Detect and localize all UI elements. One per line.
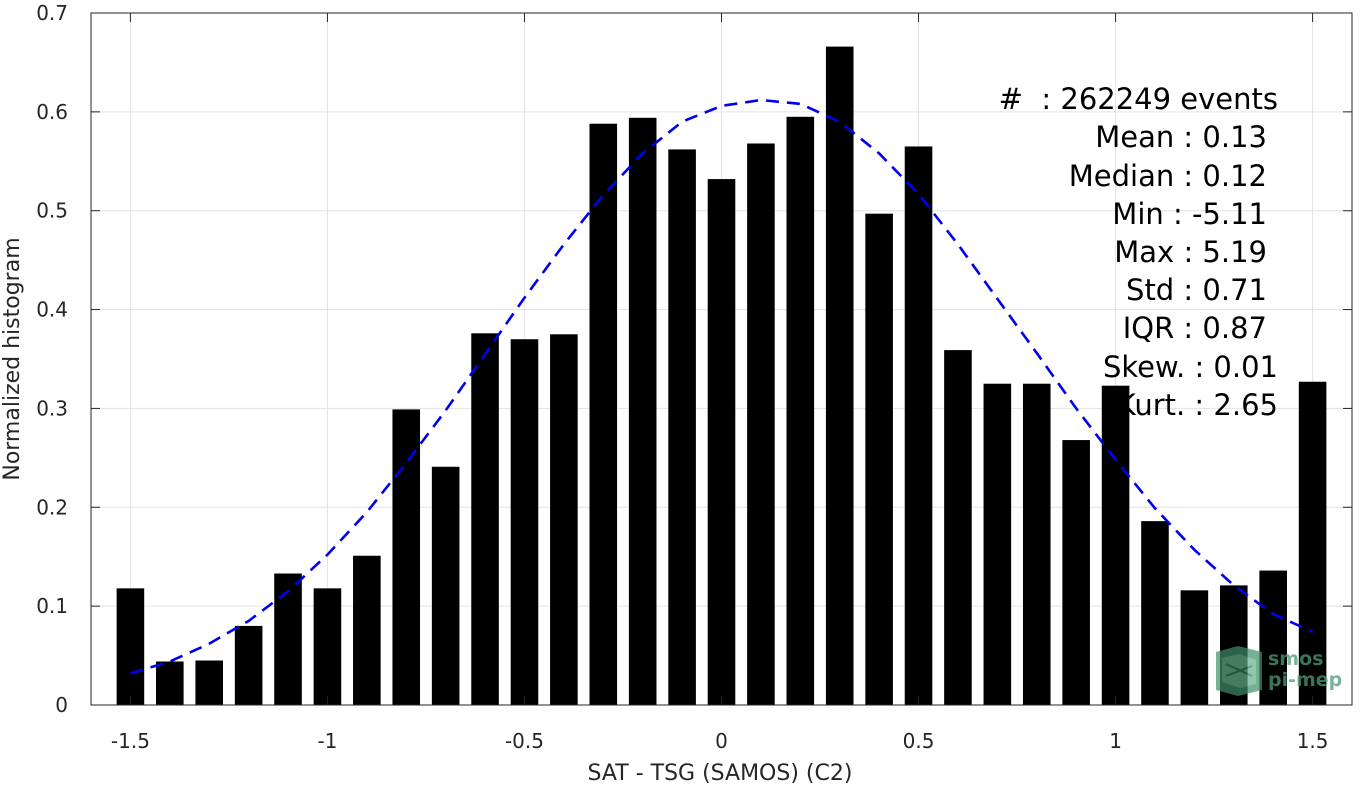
stat-skew: Skew. : 0.01 [1103, 350, 1278, 384]
y-tick-label: 0 [55, 693, 68, 717]
histogram-bar [274, 573, 302, 705]
smos-pi-mep-logo: smos pi-mep [1216, 646, 1342, 696]
histogram-bar [1259, 570, 1287, 705]
y-axis-label: Normalized histogram [0, 237, 25, 480]
histogram-bar [1062, 440, 1090, 705]
histogram-bar [904, 146, 933, 705]
tick-labels: -1.5 -1 -0.5 0 0.5 1 1.5 0 0.1 0.2 0.3 0.4 0.5 0.6 0.7 [36, 1, 1328, 753]
histogram-bar [1180, 590, 1209, 705]
x-tick-label: -1.5 [111, 729, 150, 753]
histogram-bar [234, 625, 263, 705]
histogram-bar [865, 213, 893, 705]
stat-mean: Mean : 0.13 [1095, 120, 1267, 154]
logo-text-pi-mep: pi-mep [1268, 669, 1342, 691]
histogram-bar [195, 660, 224, 705]
x-tick-label: 1 [1109, 729, 1122, 753]
histogram-bar [707, 179, 736, 705]
histogram-bar [550, 334, 578, 705]
statistics-annotation: # : 262249 events Mean : 0.13 Median : 0… [999, 82, 1278, 422]
histogram-bar [353, 555, 381, 705]
y-tick-label: 0.6 [36, 100, 68, 124]
histogram-bar [825, 46, 854, 705]
histogram-bar [431, 466, 460, 705]
histogram-bar [668, 149, 696, 705]
histogram-bar [1101, 385, 1130, 705]
histogram-bar [1298, 381, 1327, 705]
x-tick-label: -0.5 [505, 729, 544, 753]
stat-kurt: Kurt. : 2.65 [1117, 388, 1278, 422]
y-tick-label: 0.1 [36, 594, 68, 618]
y-tick-label: 0.4 [36, 298, 68, 322]
x-tick-label: -1 [317, 729, 337, 753]
normal-fit-curve [130, 98, 1314, 675]
stat-count: # : 262249 events [999, 82, 1278, 116]
y-tick-label: 0.3 [36, 396, 68, 420]
logo-text-smos: smos [1268, 648, 1323, 670]
x-tick-label: 0 [715, 729, 728, 753]
x-tick-label: 0.5 [903, 729, 935, 753]
histogram-bars [116, 46, 1327, 706]
stat-median: Median : 0.12 [1069, 159, 1267, 193]
histogram-bar [392, 409, 421, 705]
histogram-bar [1141, 521, 1169, 705]
y-tick-label: 0.7 [36, 1, 68, 25]
stat-max: Max : 5.19 [1114, 235, 1267, 269]
x-tick-label: 1.5 [1297, 729, 1329, 753]
histogram-bar [510, 339, 539, 705]
tick-marks [91, 12, 1352, 706]
histogram-bar [313, 588, 342, 705]
histogram-bar [156, 661, 184, 705]
histogram-bar [747, 143, 775, 705]
stat-min: Min : -5.11 [1112, 197, 1267, 231]
histogram-bar [983, 383, 1012, 705]
histogram-bar [628, 117, 657, 705]
x-axis-label: SAT - TSG (SAMOS) (C2) [588, 761, 853, 785]
y-tick-label: 0.2 [36, 495, 68, 519]
histogram-bar [116, 588, 145, 705]
histogram-bar [589, 123, 618, 706]
stat-std: Std : 0.71 [1126, 273, 1267, 307]
stat-iqr: IQR : 0.87 [1123, 311, 1267, 345]
logo-mark-icon [1216, 646, 1262, 696]
histogram-bar [786, 116, 815, 706]
histogram-bar [944, 350, 972, 705]
histogram-bar [471, 333, 499, 705]
y-tick-label: 0.5 [36, 199, 68, 223]
histogram-bar [1022, 383, 1051, 705]
